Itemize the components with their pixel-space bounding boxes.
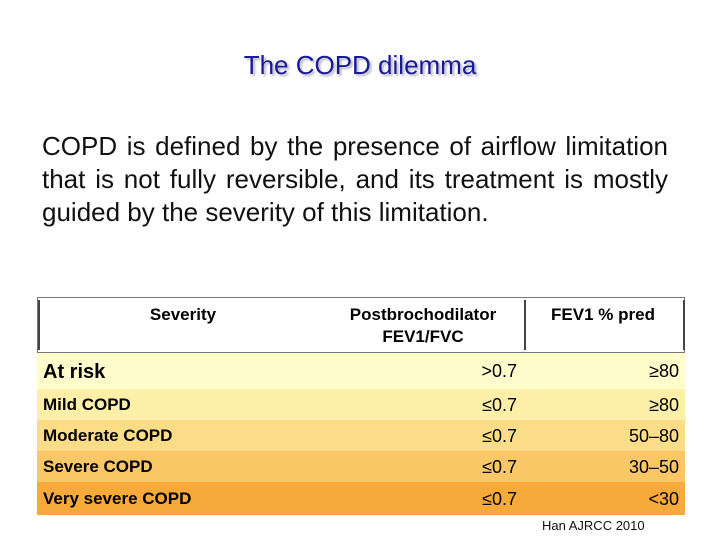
header-ratio: Postbrochodilator FEV1/FVC bbox=[328, 304, 518, 348]
header-divider bbox=[524, 300, 526, 350]
row-fev: ≥80 bbox=[649, 361, 679, 381]
severity-table: Severity Postbrochodilator FEV1/FVC FEV1… bbox=[37, 297, 685, 515]
row-severity: Mild COPD bbox=[43, 395, 131, 414]
row-fev: 50–80 bbox=[628, 426, 679, 446]
header-fev: FEV1 % pred bbox=[551, 305, 655, 324]
row-ratio: ≤0.7 bbox=[482, 395, 517, 415]
row-fev: ≥80 bbox=[649, 395, 679, 415]
row-severity: At risk bbox=[43, 361, 106, 383]
row-fev: 30–50 bbox=[628, 457, 679, 477]
table-row: Very severe COPD ≤0.7 <30 bbox=[37, 482, 685, 515]
table-row: At risk >0.7 ≥80 bbox=[37, 353, 685, 389]
row-severity: Very severe COPD bbox=[43, 489, 192, 508]
header-divider bbox=[38, 300, 40, 350]
header-ratio-line2: FEV1/FVC bbox=[382, 327, 464, 346]
row-ratio: ≤0.7 bbox=[482, 489, 517, 509]
header-severity: Severity bbox=[149, 305, 217, 324]
header-divider bbox=[683, 300, 685, 350]
table-row: Moderate COPD ≤0.7 50–80 bbox=[37, 420, 685, 451]
row-ratio: >0.7 bbox=[481, 361, 517, 381]
source-citation: Han AJRCC 2010 bbox=[542, 518, 645, 533]
row-ratio: ≤0.7 bbox=[482, 457, 517, 477]
row-severity: Moderate COPD bbox=[43, 426, 173, 445]
header-ratio-line1: Postbrochodilator bbox=[349, 305, 497, 324]
row-fev: <30 bbox=[648, 489, 679, 509]
table-row: Severe COPD ≤0.7 30–50 bbox=[37, 451, 685, 482]
body-paragraph: COPD is defined by the presence of airfl… bbox=[42, 131, 668, 227]
row-severity: Severe COPD bbox=[43, 457, 153, 476]
table-row: Mild COPD ≤0.7 ≥80 bbox=[37, 389, 685, 420]
slide-title: The COPD dilemma bbox=[243, 50, 477, 80]
row-ratio: ≤0.7 bbox=[482, 426, 517, 446]
table-header: Severity Postbrochodilator FEV1/FVC FEV1… bbox=[37, 297, 685, 353]
